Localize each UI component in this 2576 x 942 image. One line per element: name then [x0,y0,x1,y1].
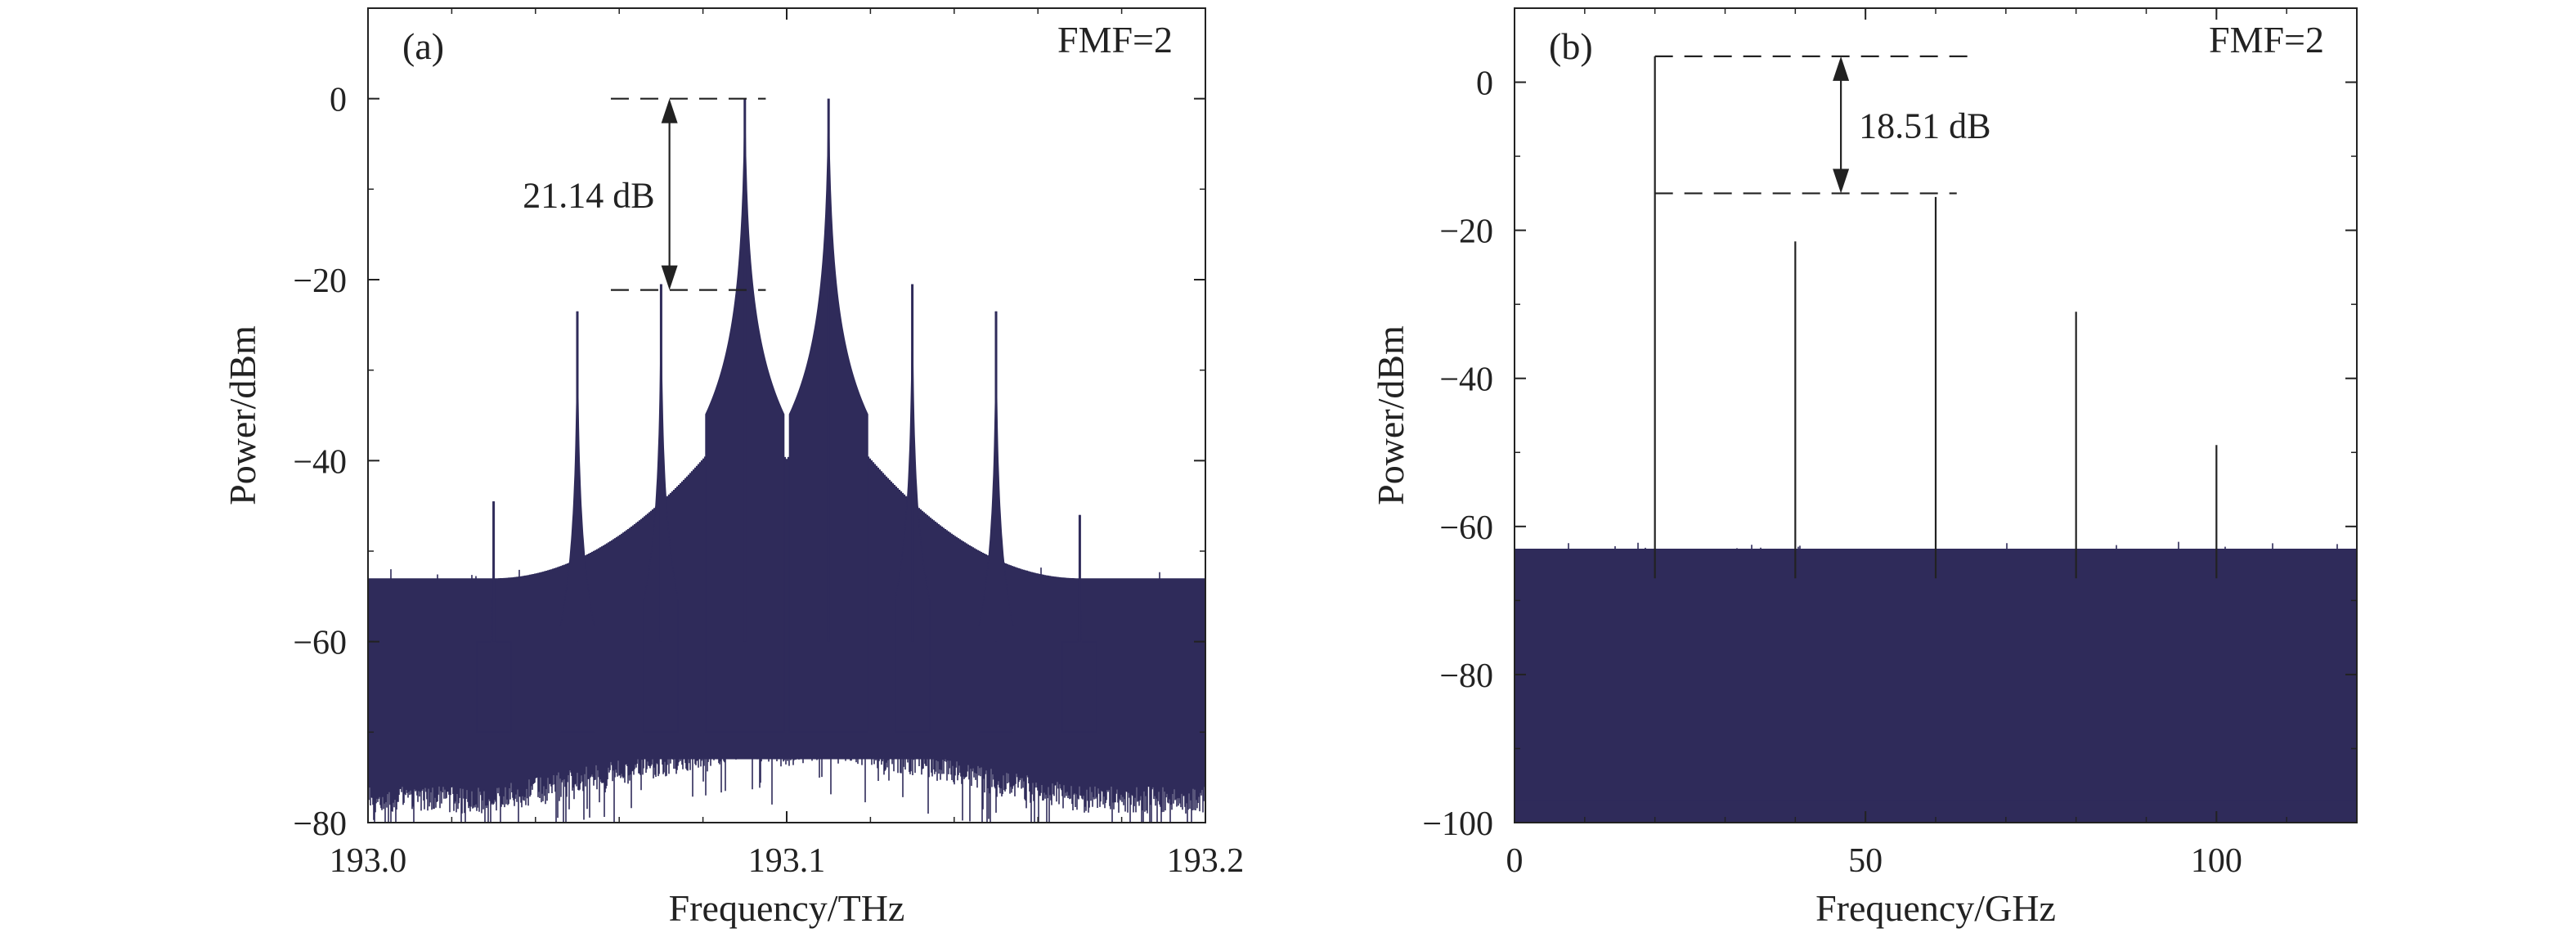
y-tick-label: 0 [1476,65,1493,103]
arrow-head-down [1833,168,1850,194]
x-axis-label: Frequency/THz [669,887,905,929]
y-tick-label: −20 [293,262,347,300]
panel-letter: (b) [1549,25,1593,67]
panel-a-chart: 193.0 193.1 193.2 0 −20 −40 −60 −80 Frequency/TH… [222,7,1245,929]
y-tick-label: −40 [293,443,347,481]
spectral-peak [978,311,1014,733]
arrow-head-up [1833,56,1850,81]
x-tick-label: 50 [1848,842,1883,880]
annotation-label: 21.14 dB [523,176,654,216]
spectral-peak [643,284,679,733]
panel-b-chart: 0 50 100 0 −20 −40 −60 −80 −100 Frequency/GHz Powe… [1370,7,2358,929]
y-axis-label: Power/dBm [1370,325,1411,505]
x-tick-label: 193.2 [1167,842,1245,880]
spectral-peak [1061,514,1097,733]
x-axis-label: Frequency/GHz [1815,887,2056,929]
x-tick-label: 193.1 [748,842,826,880]
arrow-head-down [661,265,678,290]
y-axis-label: Power/dBm [222,325,263,505]
panel-letter: (a) [402,25,444,67]
spectral-peak [476,501,512,733]
annotation-label: 18.51 dB [1859,106,1990,146]
corner-label: FMF=2 [2209,19,2324,61]
y-tick-label: −20 [1439,213,1493,251]
x-tick-label: 193.0 [330,842,407,880]
y-tick-label: −40 [1439,361,1493,399]
y-tick-label: −60 [293,625,347,662]
y-tick-label: −80 [293,805,347,843]
corner-label: FMF=2 [1057,19,1173,61]
spectral-peak [559,311,595,733]
x-tick-label: 100 [2191,842,2242,880]
spectral-peak [705,98,785,733]
y-tick-label: −60 [1439,509,1493,547]
annotation: 18.51 dB [1654,55,1990,195]
spectral-peak [895,284,931,733]
x-tick-label: 0 [1506,842,1524,880]
arrow-head-up [661,98,678,123]
noise-floor [1515,541,2357,823]
plot-area [368,98,1205,823]
plot-area [1515,56,2357,823]
y-tick-label: 0 [330,82,347,119]
y-tick-label: −100 [1422,805,1493,843]
annotation: 21.14 dB [523,97,766,291]
y-tick-label: −80 [1439,657,1493,695]
spectral-peak [788,98,868,733]
